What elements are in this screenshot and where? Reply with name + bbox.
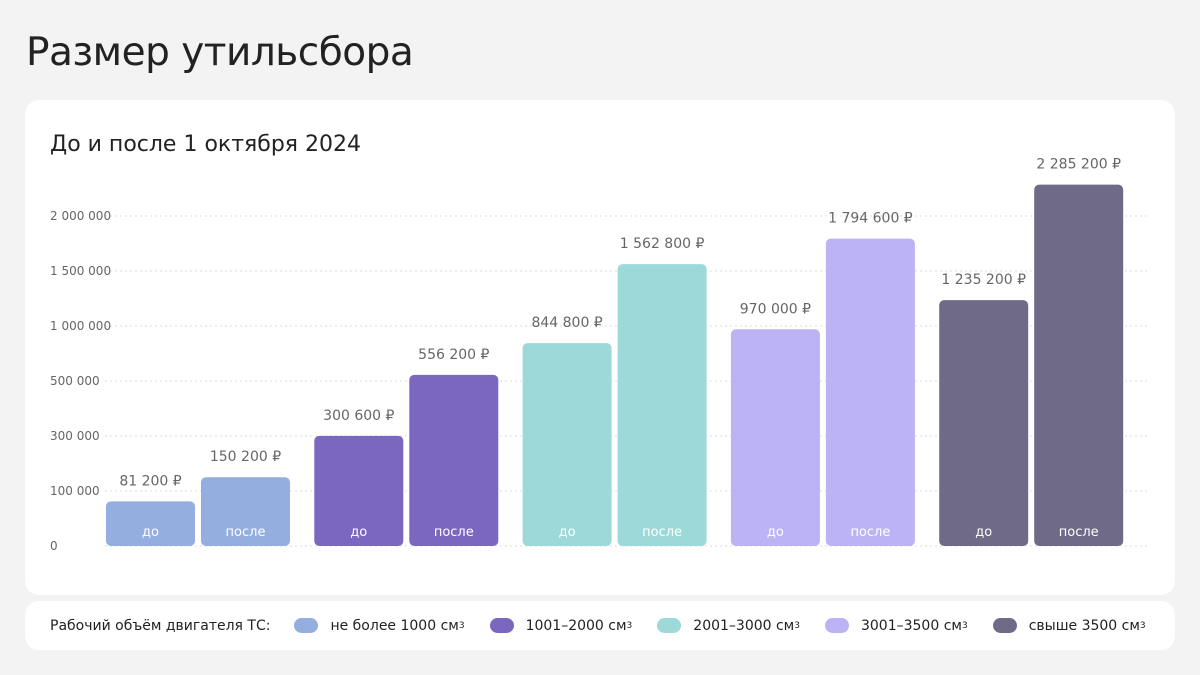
data-label: 81 200 ₽ — [119, 473, 181, 489]
legend-label: 1001–2000 см — [525, 617, 627, 634]
legend-swatch — [992, 618, 1017, 633]
legend-title: Рабочий объём двигателя ТС: — [50, 617, 271, 634]
legend-item: 2001–3000 см 3 — [657, 618, 800, 634]
data-label: 1 562 800 ₽ — [620, 236, 705, 252]
bar-label: после — [850, 525, 890, 540]
bar — [1034, 184, 1124, 546]
data-label: 1 794 600 ₽ — [828, 211, 913, 227]
data-label: 300 600 ₽ — [323, 408, 394, 424]
y-tick-label: 100 000 — [50, 484, 100, 498]
bar — [825, 238, 915, 546]
y-tick-label: 0 — [50, 539, 58, 553]
bar — [939, 300, 1029, 546]
data-label: 556 200 ₽ — [418, 347, 489, 363]
y-tick-label: 1 000 000 — [50, 319, 111, 333]
legend-item: свыше 3500 см 3 — [992, 617, 1146, 634]
bar — [314, 435, 404, 546]
legend-label: 3001–3500 см — [860, 617, 962, 634]
y-tick-label: 2 000 000 — [50, 209, 111, 223]
bar — [522, 343, 612, 546]
bar — [201, 477, 290, 546]
bar-label: до — [767, 525, 784, 540]
bar-label: после — [434, 525, 474, 540]
bar-chart: 0 100 000 300 000 500 000 1 000 000 1 500 000… — [50, 157, 1150, 553]
data-label: 970 000 ₽ — [740, 301, 811, 317]
legend-item: 3001–3500 см 3 — [824, 617, 968, 634]
y-tick-label: 500 000 — [50, 374, 100, 388]
bar-label: после — [1059, 525, 1099, 540]
legend-swatch — [294, 618, 319, 633]
bar-label: до — [559, 525, 576, 540]
bar — [617, 264, 707, 546]
legend-swatch — [657, 618, 682, 633]
bar — [106, 501, 195, 546]
data-label: 150 200 ₽ — [210, 449, 281, 465]
page-title: Размер утильсбора — [26, 30, 414, 75]
bar-label: до — [975, 525, 992, 540]
legend-item: не более 1000 см 3 — [294, 617, 465, 634]
bar — [730, 329, 820, 546]
legend-label: свыше 3500 см — [1028, 617, 1140, 634]
data-label: 844 800 ₽ — [531, 315, 602, 331]
bar-label: до — [142, 525, 159, 540]
chart-title: До и после 1 октября 2024 — [50, 132, 361, 157]
bar-label: после — [226, 525, 266, 540]
y-tick-label: 300 000 — [50, 429, 100, 443]
legend-label: 2001–3000 см — [693, 617, 795, 634]
legend-swatch — [824, 618, 849, 633]
legend-swatch — [489, 618, 514, 633]
bar-label: до — [350, 525, 367, 540]
chart-card: До и после 1 октября 2024 0 100 000 300 00… — [25, 100, 1175, 595]
legend-label: не более 1000 см — [330, 617, 459, 634]
bar-label: после — [642, 525, 682, 540]
data-label: 1 235 200 ₽ — [941, 272, 1026, 288]
legend: Рабочий объём двигателя ТС: не более 100… — [25, 601, 1175, 650]
legend-item: 1001–2000 см 3 — [489, 617, 632, 634]
y-tick-label: 1 500 000 — [50, 264, 111, 278]
data-label: 2 285 200 ₽ — [1036, 157, 1121, 173]
bar — [409, 374, 499, 546]
